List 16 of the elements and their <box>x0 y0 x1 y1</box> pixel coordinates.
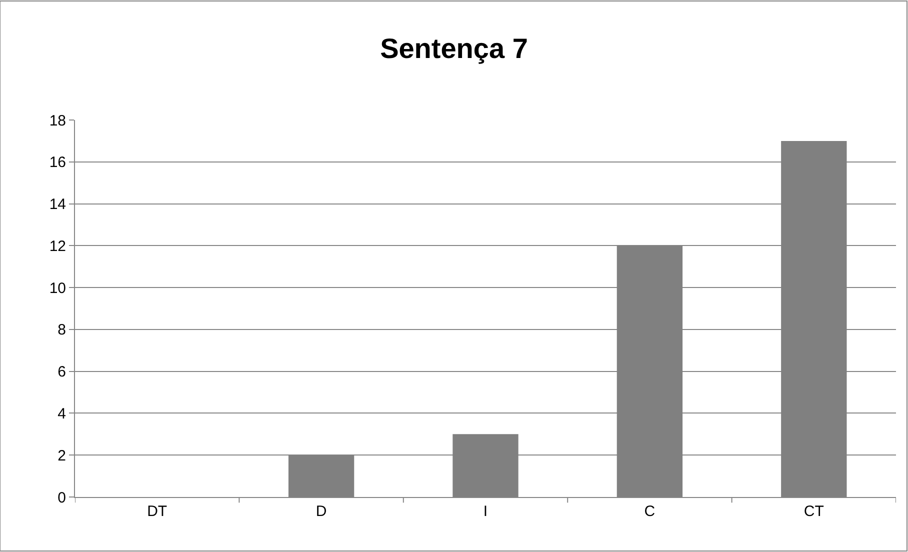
y-tick-label: 6 <box>58 364 66 381</box>
x-tick-label: CT <box>804 503 824 520</box>
y-tick-label: 18 <box>49 112 66 130</box>
y-tick-label: 14 <box>49 196 66 214</box>
y-tick-label: 4 <box>58 405 66 422</box>
x-tick-label: D <box>316 503 327 520</box>
y-tick-label: 2 <box>58 447 66 464</box>
chart-title: Sentença 7 <box>380 33 528 64</box>
x-tick-label: I <box>483 503 488 520</box>
x-tick-label: DT <box>147 503 168 520</box>
y-tick-label: 0 <box>58 489 66 506</box>
y-tick-label: 16 <box>49 154 66 172</box>
y-tick-label: 10 <box>49 280 66 297</box>
y-tick-label: 8 <box>58 322 66 339</box>
y-tick-label: 12 <box>49 238 66 255</box>
x-tick-label: C <box>644 503 656 520</box>
